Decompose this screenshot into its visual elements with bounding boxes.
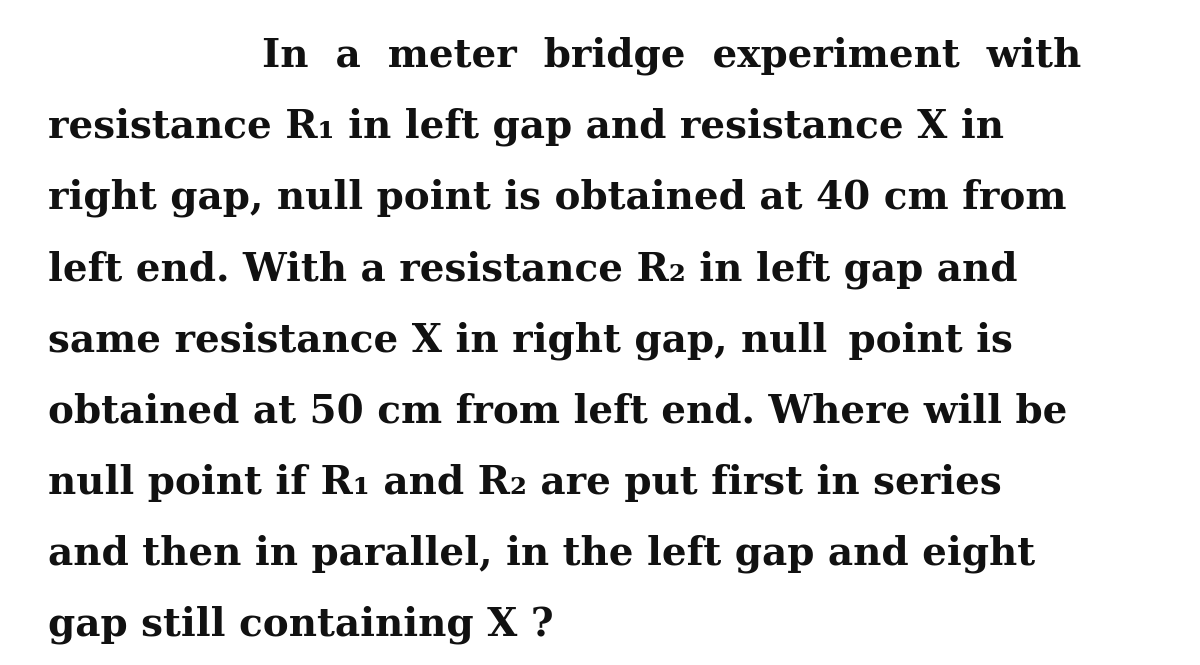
Text: obtained at 50 cm from left end. Where will be: obtained at 50 cm from left end. Where w… xyxy=(48,392,1067,430)
Text: null point if R₁ and R₂ are put first in series: null point if R₁ and R₂ are put first in… xyxy=(48,464,1002,501)
Text: resistance R₁ in left gap and resistance X in: resistance R₁ in left gap and resistance… xyxy=(48,108,1004,146)
Text: and then in parallel, in the left gap and eight: and then in parallel, in the left gap an… xyxy=(48,535,1036,573)
Text: gap still containing X ?: gap still containing X ? xyxy=(48,606,553,644)
Text: In  a  meter  bridge  experiment  with: In a meter bridge experiment with xyxy=(263,37,1081,75)
Text: same resistance X in right gap, null  point is: same resistance X in right gap, null poi… xyxy=(48,321,1013,360)
Text: left end. With a resistance R₂ in left gap and: left end. With a resistance R₂ in left g… xyxy=(48,250,1018,289)
Text: right gap, null point is obtained at 40 cm from: right gap, null point is obtained at 40 … xyxy=(48,179,1067,217)
